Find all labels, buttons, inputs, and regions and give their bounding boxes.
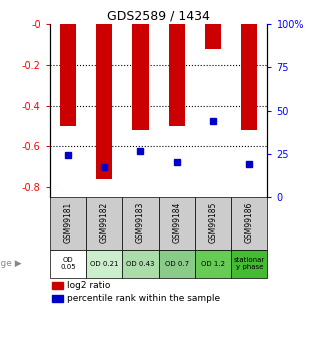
Text: age ▶: age ▶: [0, 259, 22, 268]
Bar: [205, 24, 221, 49]
Bar: [231, 197, 267, 250]
Bar: [195, 197, 231, 250]
Bar: [231, 250, 267, 278]
Text: GSM99186: GSM99186: [245, 201, 254, 243]
Bar: [50, 197, 86, 250]
Text: GSM99182: GSM99182: [100, 201, 109, 243]
Text: log2 ratio: log2 ratio: [67, 281, 110, 290]
Text: GSM99184: GSM99184: [172, 201, 181, 243]
Text: OD 1.2: OD 1.2: [201, 261, 225, 267]
Text: OD 0.43: OD 0.43: [126, 261, 155, 267]
Text: GSM99185: GSM99185: [209, 201, 217, 243]
Bar: [50, 250, 86, 278]
Bar: [52, 282, 63, 289]
Text: percentile rank within the sample: percentile rank within the sample: [67, 294, 220, 303]
Text: OD
0.05: OD 0.05: [60, 257, 76, 270]
Text: GSM99181: GSM99181: [63, 201, 72, 243]
Bar: [159, 197, 195, 250]
Bar: [122, 250, 159, 278]
Text: OD 0.7: OD 0.7: [165, 261, 189, 267]
Bar: [241, 24, 258, 130]
Bar: [52, 295, 63, 302]
Bar: [159, 250, 195, 278]
Bar: [195, 250, 231, 278]
Bar: [86, 197, 122, 250]
Text: GSM99183: GSM99183: [136, 201, 145, 243]
Bar: [96, 24, 112, 179]
Text: OD 0.21: OD 0.21: [90, 261, 118, 267]
Bar: [132, 24, 149, 130]
Bar: [169, 24, 185, 126]
Bar: [122, 197, 159, 250]
Text: stationar
y phase: stationar y phase: [234, 257, 265, 270]
Bar: [86, 250, 122, 278]
Bar: [60, 24, 76, 126]
Title: GDS2589 / 1434: GDS2589 / 1434: [107, 10, 210, 23]
